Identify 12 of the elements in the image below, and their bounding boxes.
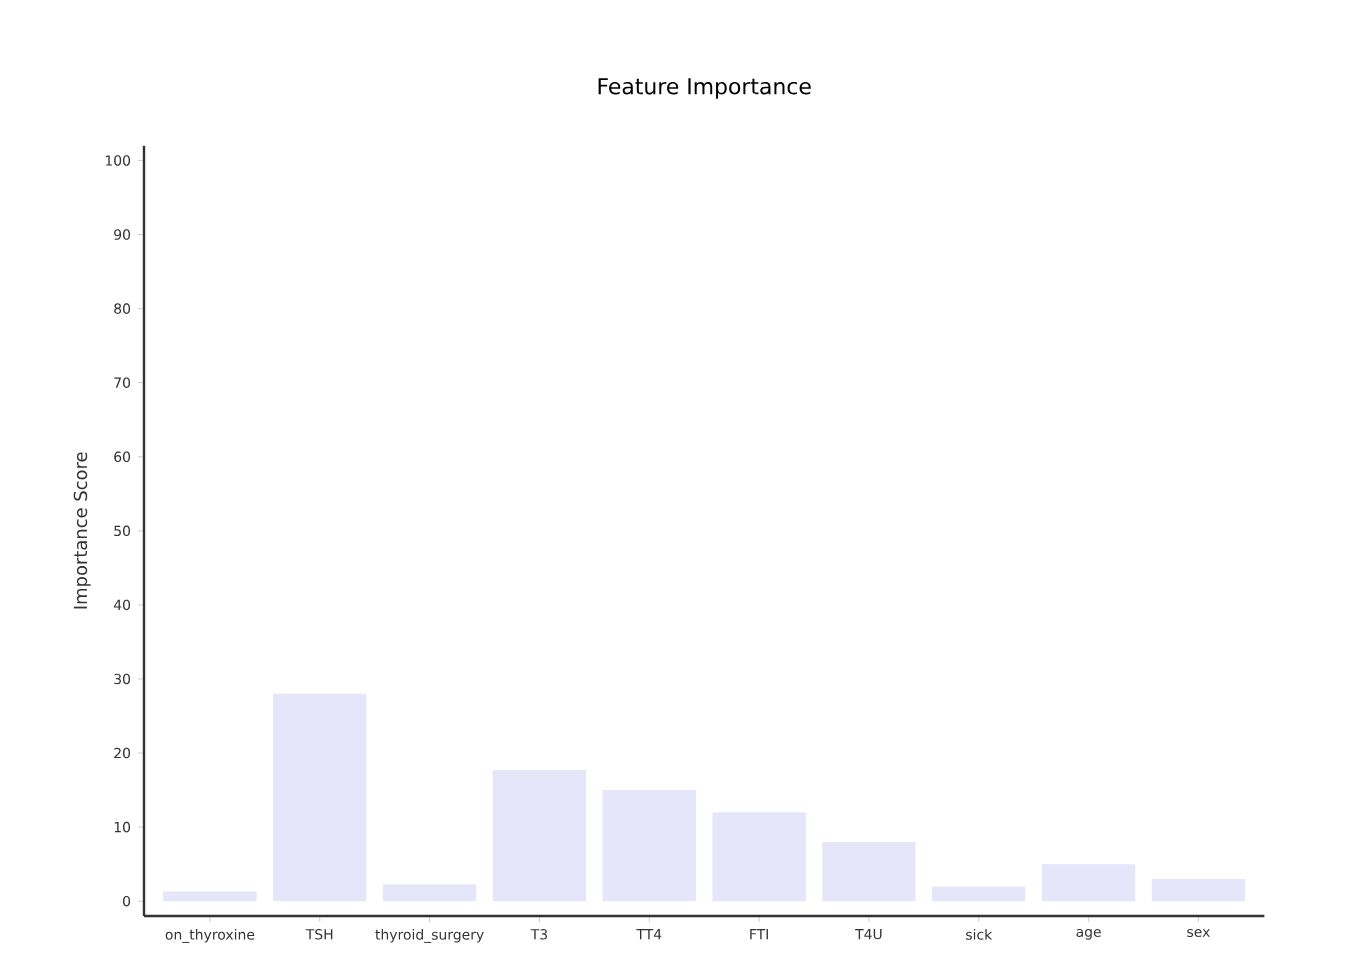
y-axis-title: Importance Score — [73, 452, 91, 609]
bar — [382, 884, 477, 902]
bar — [602, 790, 696, 902]
bar — [1151, 878, 1246, 902]
bar — [712, 812, 806, 902]
bar — [163, 891, 257, 902]
bar — [822, 841, 916, 902]
chart-title: Feature Importance — [598, 78, 811, 99]
bar — [1041, 864, 1136, 902]
bar — [932, 886, 1026, 902]
bar — [273, 693, 367, 902]
bar — [492, 770, 587, 902]
